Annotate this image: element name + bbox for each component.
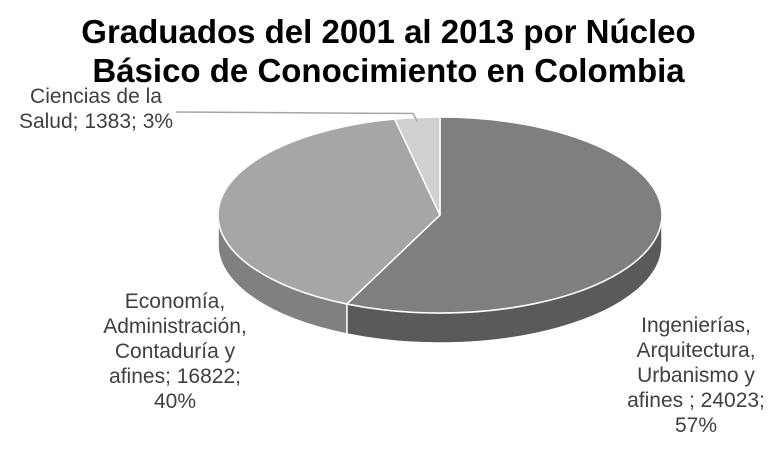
slice-label-1-line-2: Contaduría y	[115, 340, 236, 363]
slice-label-1-line-1: Administración,	[103, 315, 247, 338]
slice-label-0: Ingenierías, Arquitectura, Urbanismo y afin…	[627, 314, 765, 437]
slice-label-0-line-3: afines ; 24023;	[627, 389, 765, 412]
pie-slices	[217, 116, 663, 314]
leader-line-salud	[175, 111, 418, 122]
pie-slice-1	[217, 118, 441, 305]
slice-label-2-line-1: Salud; 1383; 3%	[19, 110, 173, 133]
slice-label-1: Economía, Administración, Contaduría y afin…	[103, 290, 247, 413]
leader-lines	[175, 111, 418, 122]
pie-slice-0	[345, 116, 663, 314]
slice-label-0-line-2: Urbanismo y	[637, 364, 755, 387]
slice-label-0-line-4: 57%	[675, 414, 717, 437]
chart-title-line-2: Básico de Conocimiento en Colombia	[92, 52, 685, 89]
chart-title-line-1: Graduados del 2001 al 2013 por Núcleo	[81, 13, 696, 50]
slice-labels: Ingenierías, Arquitectura, Urbanismo y afin…	[19, 85, 765, 437]
pie-slice-2	[393, 116, 441, 216]
chart-title: Graduados del 2001 al 2013 por Núcleo Bá…	[0, 0, 777, 90]
slice-label-1-line-0: Economía,	[125, 290, 225, 313]
slice-label-2-line-0: Ciencias de la	[30, 85, 162, 108]
slice-label-0-line-0: Ingenierías,	[641, 314, 751, 337]
slice-label-1-line-4: 40%	[154, 390, 196, 413]
slice-label-0-line-1: Arquitectura,	[636, 339, 755, 362]
slice-label-2: Ciencias de la Salud; 1383; 3%	[19, 85, 173, 133]
slice-label-1-line-3: afines; 16822;	[109, 365, 241, 388]
